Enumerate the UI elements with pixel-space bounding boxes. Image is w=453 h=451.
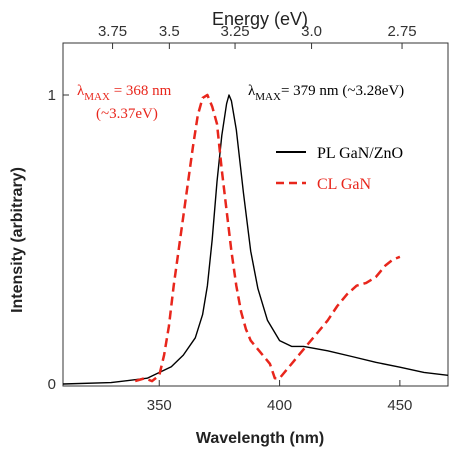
y-tick-label: 1 (48, 87, 56, 104)
x-tick-label: 400 (267, 397, 292, 414)
top-tick-label: 3.5 (159, 23, 180, 40)
x-ticks: 350 400 450 (147, 380, 412, 414)
top-axis-title: Energy (eV) (212, 9, 308, 29)
y-tick-label: 0 (48, 376, 56, 393)
x-axis-title: Wavelength (nm) (196, 430, 324, 447)
legend: PL GaN/ZnO CL GaN (276, 145, 403, 193)
pl-peak-annotation: λMAX= 379 nm (~3.28eV) (248, 83, 404, 103)
series-line-cl (134, 93, 401, 383)
plot-frame (62, 42, 449, 387)
series-lines (62, 93, 449, 385)
cl-peak-annotation: λMAX = 368 nm (77, 83, 172, 103)
top-tick-label: 3.25 (220, 23, 249, 40)
y-axis-title: Intensity (arbitrary) (9, 167, 26, 313)
top-ticks: 3.75 3.5 3.25 3.0 2.75 (98, 23, 417, 49)
y-ticks: 01 (48, 87, 69, 393)
top-tick-label: 3.75 (98, 23, 127, 40)
x-tick-label: 450 (387, 397, 412, 414)
top-tick-label: 3.0 (301, 23, 322, 40)
series-line-pl (62, 94, 449, 385)
cl-peak-energy: (~3.37eV) (96, 106, 158, 122)
top-tick-label: 2.75 (387, 23, 416, 40)
x-tick-label: 350 (147, 397, 172, 414)
legend-label-pl: PL GaN/ZnO (317, 145, 403, 162)
legend-label-cl: CL GaN (317, 176, 372, 193)
